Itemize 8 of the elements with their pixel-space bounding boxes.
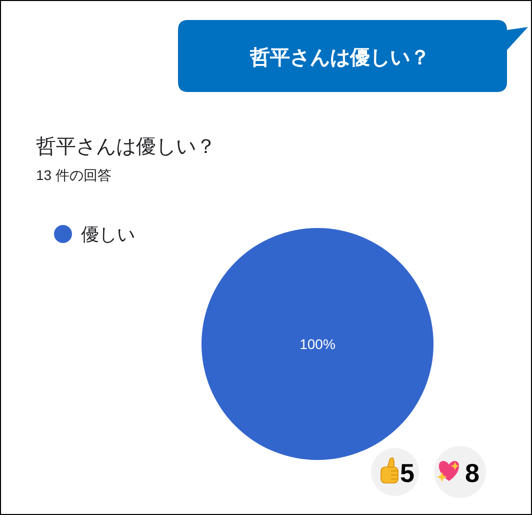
chart-subtitle: 13 件の回答 bbox=[36, 167, 112, 183]
text: 8 bbox=[465, 458, 480, 488]
text: 哲平さんは優しい？ bbox=[249, 46, 430, 69]
data-label: 100% bbox=[300, 336, 336, 352]
text: 5 bbox=[400, 458, 414, 488]
legend: 優しい bbox=[54, 224, 135, 244]
legend-label: 優しい bbox=[81, 224, 135, 244]
chart-title: 哲平さんは優しい？ bbox=[36, 136, 216, 158]
